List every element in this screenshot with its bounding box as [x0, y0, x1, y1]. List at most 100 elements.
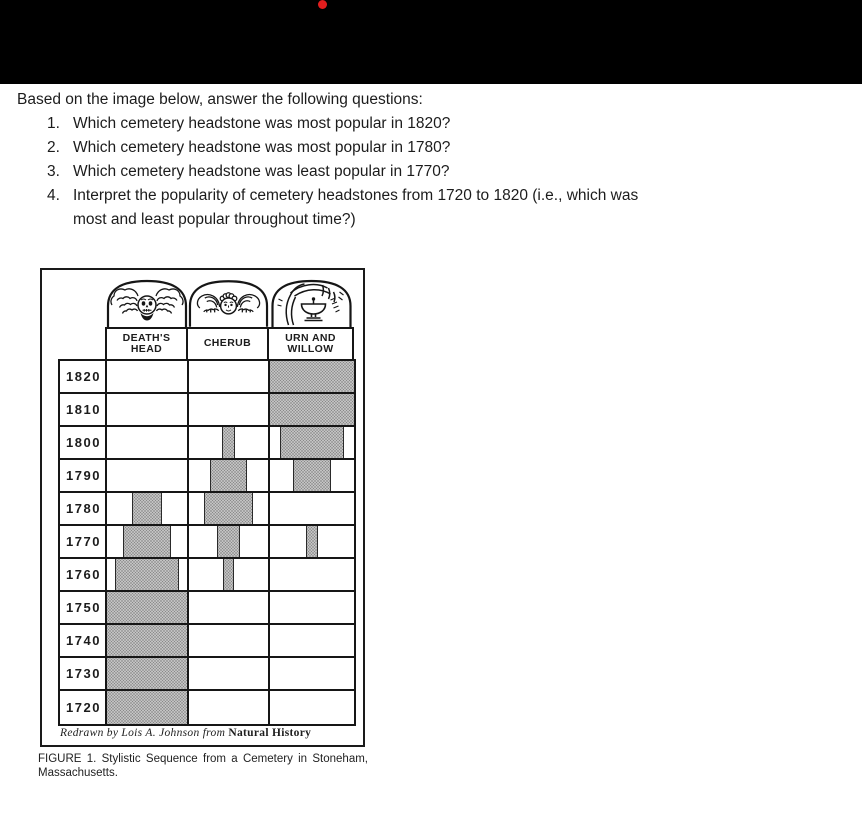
style-cell	[189, 658, 270, 689]
year-label: 1760	[60, 559, 107, 590]
decade-row: 1820	[60, 361, 354, 394]
question-number: 2.	[47, 139, 60, 156]
question-item: 2. Which cemetery headstone was most popu…	[17, 136, 817, 160]
style-cell	[270, 427, 354, 458]
year-label: 1820	[60, 361, 107, 392]
question-list: 1. Which cemetery headstone was most popu…	[17, 112, 817, 232]
question-item: 4. Interpret the popularity of cemetery h…	[17, 184, 817, 232]
decade-row: 1770	[60, 526, 354, 559]
urn-and-willow-headstone-icon	[271, 279, 352, 327]
style-cell	[107, 460, 189, 491]
question-text: Which cemetery headstone was least popul…	[73, 163, 450, 180]
style-cell	[189, 691, 270, 724]
year-label: 1770	[60, 526, 107, 557]
style-cell	[189, 493, 270, 524]
figure-caption: FIGURE 1. Stylistic Sequence from a Ceme…	[38, 752, 368, 780]
decade-row: 1800	[60, 427, 354, 460]
decade-row: 1810	[60, 394, 354, 427]
year-label: 1750	[60, 592, 107, 623]
style-cell	[270, 592, 354, 623]
popularity-bar-urn-and-willow	[279, 427, 345, 458]
column-header-cherub: CHERUB	[188, 327, 269, 359]
question-text: Which cemetery headstone was most popula…	[73, 115, 451, 132]
figure-caption-line2: Massachusetts.	[38, 767, 118, 779]
decade-row: 1760	[60, 559, 354, 592]
question-text: Interpret the popularity of cemetery hea…	[73, 187, 639, 228]
style-cell	[189, 427, 270, 458]
style-cell	[270, 394, 354, 425]
question-item: 1. Which cemetery headstone was most popu…	[17, 112, 817, 136]
decade-row: 1720	[60, 691, 354, 724]
popularity-bar-urn-and-willow	[305, 526, 319, 557]
popularity-bar-cherub	[217, 526, 240, 557]
popularity-bar-death-s-head	[107, 592, 187, 623]
cherub-headstone-icon	[188, 280, 269, 327]
seriation-grid: 1820 1810 1800 1790 1780 1770 1760 1750 1740 1730…	[58, 359, 356, 726]
year-label: 1790	[60, 460, 107, 491]
style-cell	[270, 460, 354, 491]
question-item: 3. Which cemetery headstone was least pop…	[17, 160, 817, 184]
popularity-bar-death-s-head	[131, 493, 163, 524]
credit-text: Redrawn by Lois A. Johnson from	[60, 727, 226, 739]
year-label: 1740	[60, 625, 107, 656]
style-cell	[270, 658, 354, 689]
column-header-label: DEATH'S	[122, 331, 171, 344]
popularity-bar-cherub	[203, 493, 254, 524]
style-cell	[189, 625, 270, 656]
style-cell	[189, 460, 270, 491]
popularity-bar-death-s-head	[115, 559, 179, 590]
decade-row: 1780	[60, 493, 354, 526]
question-text: Which cemetery headstone was most popula…	[73, 139, 451, 156]
style-cell	[270, 625, 354, 656]
instructions-text: Based on the image below, answer the fol…	[17, 91, 423, 108]
figure-caption-line1: FIGURE 1. Stylistic Sequence from a Ceme…	[38, 753, 368, 765]
popularity-bar-cherub	[222, 427, 235, 458]
question-number: 4.	[47, 187, 60, 204]
popularity-bar-cherub	[209, 460, 248, 491]
decade-row: 1730	[60, 658, 354, 691]
popularity-bar-urn-and-willow	[293, 460, 331, 491]
style-cell	[270, 526, 354, 557]
style-cell	[270, 361, 354, 392]
popularity-bar-cherub	[222, 559, 235, 590]
style-cell	[107, 559, 189, 590]
style-cell	[270, 559, 354, 590]
column-headers: DEATH'S HEAD CHERUB URN AND WILLOW	[105, 327, 354, 359]
popularity-bar-death-s-head	[123, 526, 171, 557]
style-cell	[107, 592, 189, 623]
popularity-bar-urn-and-willow	[270, 394, 354, 425]
column-header-label: CHERUB	[203, 337, 252, 350]
red-dot-icon	[318, 0, 327, 9]
style-cell	[107, 625, 189, 656]
column-header-urn-and-willow: URN AND WILLOW	[269, 327, 354, 359]
year-label: 1780	[60, 493, 107, 524]
credit-source: Natural History	[228, 727, 312, 739]
popularity-bar-death-s-head	[107, 625, 187, 656]
deaths-head-headstone-icon	[106, 279, 188, 327]
style-cell	[189, 394, 270, 425]
year-label: 1810	[60, 394, 107, 425]
figure-credit: Redrawn by Lois A. Johnson from Natural …	[60, 727, 350, 739]
column-header-label: URN AND	[285, 331, 336, 344]
popularity-bar-urn-and-willow	[270, 361, 354, 392]
year-label: 1800	[60, 427, 107, 458]
question-number: 3.	[47, 163, 60, 180]
year-label: 1730	[60, 658, 107, 689]
decade-row: 1790	[60, 460, 354, 493]
style-cell	[270, 691, 354, 724]
year-label: 1720	[60, 691, 107, 724]
popularity-bar-death-s-head	[107, 691, 187, 724]
top-black-banner	[0, 0, 862, 84]
style-cell	[189, 526, 270, 557]
style-cell	[107, 493, 189, 524]
figure-box: DEATH'S HEAD CHERUB URN AND WILLOW 1820 1…	[40, 268, 365, 747]
question-number: 1.	[47, 115, 60, 132]
style-cell	[189, 361, 270, 392]
decade-row: 1740	[60, 625, 354, 658]
style-cell	[107, 526, 189, 557]
popularity-bar-death-s-head	[107, 658, 187, 689]
decade-row: 1750	[60, 592, 354, 625]
style-cell	[270, 493, 354, 524]
style-cell	[107, 361, 189, 392]
style-cell	[189, 559, 270, 590]
